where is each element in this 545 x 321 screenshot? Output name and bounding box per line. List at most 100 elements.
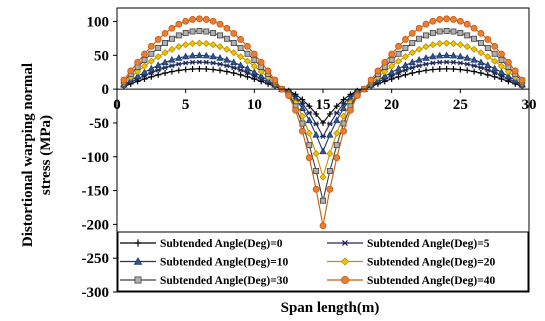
legend-label: Subtended Angle(Deg)=0 xyxy=(160,238,283,250)
data-point xyxy=(518,76,526,84)
data-point xyxy=(306,110,313,116)
data-point xyxy=(134,239,142,247)
data-point xyxy=(223,63,230,69)
data-point xyxy=(168,35,175,42)
data-point xyxy=(168,45,176,53)
data-point xyxy=(497,68,506,76)
data-point xyxy=(243,57,252,65)
y-tick-label: -150 xyxy=(82,184,110,200)
data-point xyxy=(133,257,143,265)
data-point xyxy=(471,68,478,75)
data-point xyxy=(450,59,457,65)
data-point xyxy=(264,67,272,75)
data-point xyxy=(203,66,210,73)
data-point xyxy=(436,59,443,65)
data-point xyxy=(457,66,464,73)
data-point xyxy=(230,29,238,37)
data-point xyxy=(299,96,306,103)
data-point xyxy=(175,32,182,39)
data-point xyxy=(155,45,162,51)
data-point xyxy=(203,59,210,65)
legend-item: Subtended Angle(Deg)=40 xyxy=(327,275,496,287)
series-4 xyxy=(120,28,526,204)
data-point xyxy=(162,40,169,46)
plot-border xyxy=(116,7,530,293)
data-point xyxy=(491,42,499,50)
legend-item: Subtended Angle(Deg)=5 xyxy=(327,238,490,250)
data-point xyxy=(326,110,333,117)
data-point xyxy=(196,59,203,65)
data-point xyxy=(422,54,430,61)
data-point xyxy=(443,65,450,72)
data-point xyxy=(134,58,142,66)
data-point xyxy=(147,64,156,72)
data-point xyxy=(223,56,231,63)
data-point xyxy=(423,61,429,67)
data-point xyxy=(217,61,223,67)
data-point xyxy=(320,197,326,204)
data-point xyxy=(340,275,349,284)
data-point xyxy=(484,61,492,69)
data-point xyxy=(333,129,341,137)
y-tick-label: -50 xyxy=(89,116,109,132)
data-point xyxy=(141,57,148,64)
data-point xyxy=(161,58,169,66)
data-point xyxy=(490,64,499,72)
data-point xyxy=(305,154,313,162)
data-point xyxy=(312,130,320,138)
data-point xyxy=(340,101,347,107)
data-point xyxy=(388,57,395,64)
data-point xyxy=(243,64,252,72)
data-point xyxy=(217,32,223,39)
data-point xyxy=(449,39,458,48)
series-0 xyxy=(120,65,526,126)
data-point xyxy=(161,49,169,57)
series-2 xyxy=(120,51,526,155)
data-point xyxy=(250,62,258,70)
data-point xyxy=(436,39,444,48)
data-point xyxy=(319,173,327,181)
data-point xyxy=(210,66,217,73)
data-point xyxy=(230,70,237,77)
x-tick-label: 5 xyxy=(182,97,190,113)
data-point xyxy=(326,130,334,138)
data-point xyxy=(244,50,251,57)
data-point xyxy=(401,36,409,43)
data-point xyxy=(381,67,389,76)
data-point xyxy=(230,40,237,46)
data-point xyxy=(188,51,197,59)
data-point xyxy=(471,63,478,69)
data-point xyxy=(148,73,155,80)
data-point xyxy=(395,50,402,57)
data-point xyxy=(429,52,437,60)
legend-label: Subtended Angle(Deg)=5 xyxy=(367,238,490,250)
x-tick-label: 0 xyxy=(113,97,121,113)
data-point xyxy=(339,104,348,112)
data-point xyxy=(127,67,135,75)
y-tick-label: -250 xyxy=(82,251,110,267)
data-point xyxy=(340,112,348,120)
data-point xyxy=(189,28,196,35)
data-point xyxy=(230,58,238,66)
data-point xyxy=(367,76,375,84)
data-point xyxy=(182,17,190,25)
data-point xyxy=(484,36,492,43)
series-layer xyxy=(120,15,526,230)
data-point xyxy=(155,71,162,78)
data-point xyxy=(326,185,334,193)
data-point xyxy=(464,67,471,74)
data-point xyxy=(202,16,210,23)
data-point xyxy=(326,121,333,127)
data-point xyxy=(491,50,498,57)
data-point xyxy=(388,50,396,58)
data-point xyxy=(402,67,409,73)
data-point xyxy=(381,72,389,80)
data-point xyxy=(511,67,519,75)
data-point xyxy=(313,121,320,127)
data-point xyxy=(477,49,485,57)
data-point xyxy=(134,67,142,76)
data-point xyxy=(491,73,498,80)
legend-label: Subtended Angle(Deg)=10 xyxy=(160,257,289,269)
data-point xyxy=(250,68,259,76)
data-point xyxy=(209,41,217,49)
